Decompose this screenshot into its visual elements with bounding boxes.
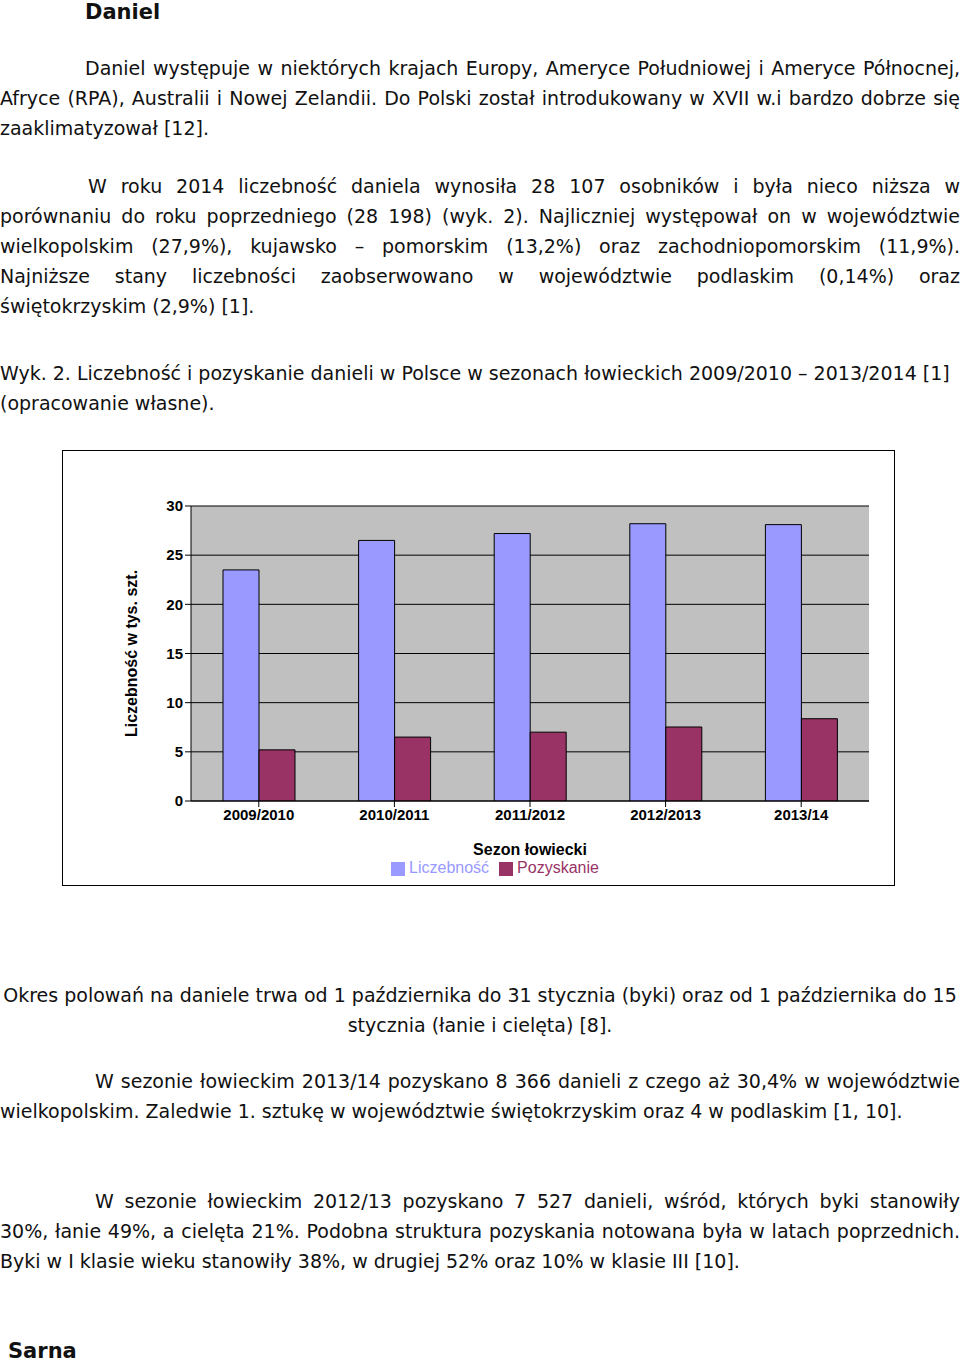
svg-text:2010/2011: 2010/2011	[359, 806, 429, 823]
html-text:Pozyskanie: Pozyskanie	[517, 859, 599, 876]
svg-text:25: 25	[166, 546, 183, 563]
svg-text:Sezon łowiecki: Sezon łowiecki	[473, 841, 587, 858]
html-text:W sezonie łowieckim 2013/14 po: W sezonie łowieckim 2013/14 pozyskano 8 …	[0, 1070, 960, 1122]
svg-text:2009/2010: 2009/2010	[223, 806, 294, 823]
html-text:Liczebność: Liczebność	[409, 859, 490, 876]
svg-text:5: 5	[175, 743, 183, 760]
svg-text:15: 15	[166, 645, 183, 662]
svg-text:0: 0	[175, 792, 183, 809]
svg-text:20: 20	[166, 596, 183, 613]
svg-text:2011/2012: 2011/2012	[495, 806, 565, 823]
html-text:Daniel występuje w niektórych: Daniel występuje w niektórych krajach Eu…	[0, 57, 960, 139]
html-text:Okres polowań na daniele trwa: Okres polowań na daniele trwa od 1 paźdz…	[3, 984, 957, 1036]
svg-text:2012/2013: 2012/2013	[630, 806, 701, 823]
svg-text:2013/14: 2013/14	[774, 806, 829, 823]
svg-text:30: 30	[166, 497, 183, 514]
html-text:Sarna: Sarna	[8, 1339, 77, 1363]
html-text:W roku 2014 liczebność daniela: W roku 2014 liczebność daniela wynosiła …	[0, 175, 960, 317]
html-text:W sezonie łowieckim 2012/13 po: W sezonie łowieckim 2012/13 pozyskano 7 …	[0, 1190, 960, 1272]
html-text:Wyk. 2. Liczebność i pozyskani: Wyk. 2. Liczebność i pozyskanie danieli …	[0, 362, 950, 414]
svg-text:Liczebność w tys. szt.: Liczebność w tys. szt.	[123, 570, 140, 737]
html-text:Daniel: Daniel	[85, 0, 161, 24]
svg-text:10: 10	[166, 694, 183, 711]
